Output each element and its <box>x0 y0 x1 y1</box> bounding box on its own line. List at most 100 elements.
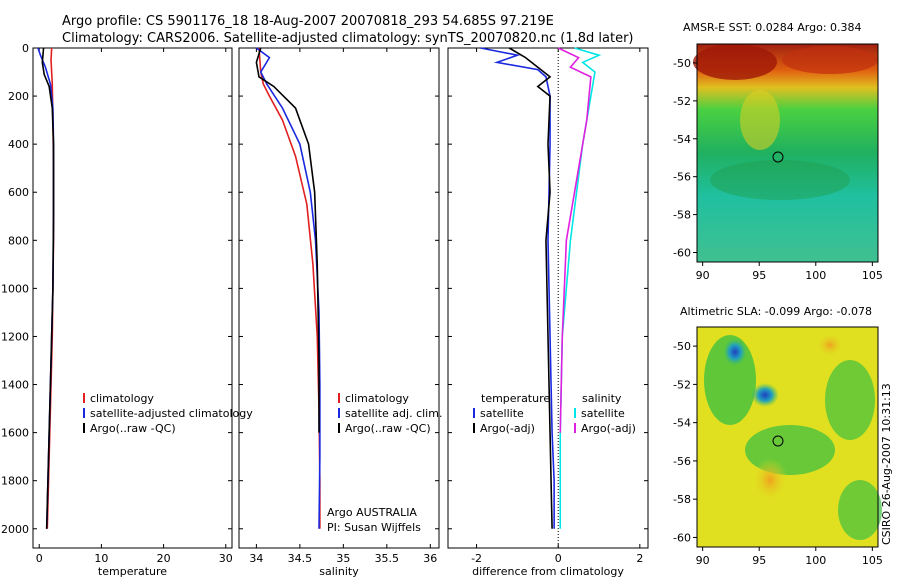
x-tick-label: 35 <box>336 552 350 565</box>
y-tick-label: 400 <box>8 138 29 151</box>
y-tick-label: 1000 <box>1 282 29 295</box>
sla-map-frame <box>696 326 879 548</box>
sst-yellow-patch <box>740 90 780 150</box>
legend-label: Argo(-adj) <box>581 422 636 435</box>
title-line-1: Argo profile: CS 5901176_18 18-Aug-2007 … <box>62 14 554 29</box>
legend-label: climatology <box>345 392 409 405</box>
y-tick-label: -50 <box>673 340 691 353</box>
y-tick-label: 0 <box>22 42 29 55</box>
temperature-frame <box>32 47 233 549</box>
x-tick-label: 35.5 <box>375 552 400 565</box>
argo-location-marker <box>772 435 784 447</box>
difference-panel: -2 0 2 difference from climatology temperatu… <box>447 47 649 578</box>
y-tick-label: -58 <box>673 209 691 222</box>
x-tick-label: 0 <box>36 552 43 565</box>
x-tick-label: 0 <box>555 552 562 565</box>
difference-frame <box>447 47 649 549</box>
x-tick-label: 105 <box>862 554 883 567</box>
legend-label: satellite adj. clim. <box>345 407 442 420</box>
salinity-panel: 34 34.5 35 35.5 36 salinity climatology satelli… <box>238 47 442 578</box>
annotation-line: PI: Susan Wijffels <box>327 521 421 534</box>
series-line <box>508 47 553 529</box>
x-tick-label: 90 <box>696 554 710 567</box>
y-tick-label: 1400 <box>1 379 29 392</box>
y-tick-label: 1600 <box>1 427 29 440</box>
legend-label: satellite <box>581 407 625 420</box>
x-axis-label: difference from climatology <box>472 565 624 578</box>
sla-green-patch <box>838 480 882 540</box>
sla-green-patch <box>825 360 875 440</box>
y-tick-label: -52 <box>673 95 691 108</box>
y-tick-label: -60 <box>673 531 691 544</box>
series-line <box>255 47 321 529</box>
x-tick-label: 34 <box>249 552 263 565</box>
sst-map-axes: 90 95 100 105 -50 -52 -54 -56 -58 -60 <box>673 57 883 282</box>
sst-green-patch <box>710 160 850 200</box>
sla-low-patch <box>751 383 779 407</box>
legend-label: climatology <box>90 392 154 405</box>
y-tick-label: 2000 <box>1 523 29 536</box>
legend-label: satellite <box>480 407 524 420</box>
x-tick-label: 10 <box>94 552 108 565</box>
y-tick-label: -60 <box>673 247 691 260</box>
x-tick-label: 2 <box>636 552 643 565</box>
y-tick-label: 800 <box>8 234 29 247</box>
sst-map-title: AMSR-E SST: 0.0284 Argo: 0.384 <box>683 21 862 34</box>
sst-map-panel: AMSR-E SST: 0.0284 Argo: 0.384 90 95 100 10… <box>673 21 883 282</box>
x-tick-label: 34.5 <box>288 552 313 565</box>
sla-low-patch <box>723 338 747 366</box>
legend-label: satellite-adjusted climatology <box>90 407 253 420</box>
legend-title: salinity <box>582 392 622 405</box>
series-line <box>557 47 592 433</box>
y-tick-label: 600 <box>8 186 29 199</box>
x-tick-label: 95 <box>752 554 766 567</box>
y-tick-label: 1200 <box>1 330 29 343</box>
x-tick-label: 95 <box>752 269 766 282</box>
y-tick-label: -50 <box>673 57 691 70</box>
x-tick-label: 90 <box>696 269 710 282</box>
legend-label: Argo(-adj) <box>480 422 535 435</box>
x-tick-label: 30 <box>219 552 233 565</box>
y-tick-label: -54 <box>673 133 691 146</box>
y-tick-label: -52 <box>673 378 691 391</box>
sst-map-frame <box>696 43 879 263</box>
y-tick-label: 1800 <box>1 475 29 488</box>
sla-high-patch <box>816 333 844 357</box>
legend-label: Argo(..raw -QC) <box>90 422 176 435</box>
sla-high-patch <box>752 458 788 502</box>
x-axis-label: salinity <box>319 565 359 578</box>
y-tick-label: 200 <box>8 90 29 103</box>
x-tick-label: 100 <box>805 269 826 282</box>
salinity-frame <box>238 47 440 549</box>
series-line <box>37 47 55 529</box>
y-tick-label: -54 <box>673 417 691 430</box>
side-timestamp: CSIRO 26-Aug-2007 10:31:13 <box>880 383 893 545</box>
x-axis-label: temperature <box>98 565 167 578</box>
legend-title: temperature <box>481 392 550 405</box>
sla-map-title: Altimetric SLA: -0.099 Argo: -0.078 <box>680 305 872 318</box>
annotation-line: Argo AUSTRALIA <box>327 506 417 519</box>
y-tick-label: -56 <box>673 455 691 468</box>
y-tick-label: -58 <box>673 493 691 506</box>
series-line <box>480 47 555 529</box>
x-tick-label: 105 <box>862 269 883 282</box>
sla-map-panel: Altimetric SLA: -0.099 Argo: -0.078 90 95… <box>673 305 883 567</box>
x-tick-label: 100 <box>805 554 826 567</box>
argo-location-marker <box>772 151 784 163</box>
sla-map-axes: 90 95 100 105 -50 -52 -54 -56 -58 -60 <box>673 340 883 567</box>
series-line <box>559 47 602 529</box>
temperature-panel: 0 10 20 30 0 200 400 600 800 1000 1200 1400 1600 1800… <box>1 42 253 578</box>
legend-label: Argo(..raw -QC) <box>345 422 431 435</box>
series-line <box>41 47 55 529</box>
series-line <box>258 47 321 529</box>
title-line-2: Climatology: CARS2006. Satellite-adjuste… <box>62 31 634 46</box>
x-tick-label: 36 <box>423 552 437 565</box>
x-tick-label: 20 <box>157 552 171 565</box>
sst-warm-patch <box>693 44 777 80</box>
sst-warm-patch <box>782 46 878 74</box>
y-tick-label: -56 <box>673 171 691 184</box>
sst-heatmap <box>697 44 878 262</box>
x-tick-label: -2 <box>471 552 482 565</box>
series-line <box>255 47 320 433</box>
